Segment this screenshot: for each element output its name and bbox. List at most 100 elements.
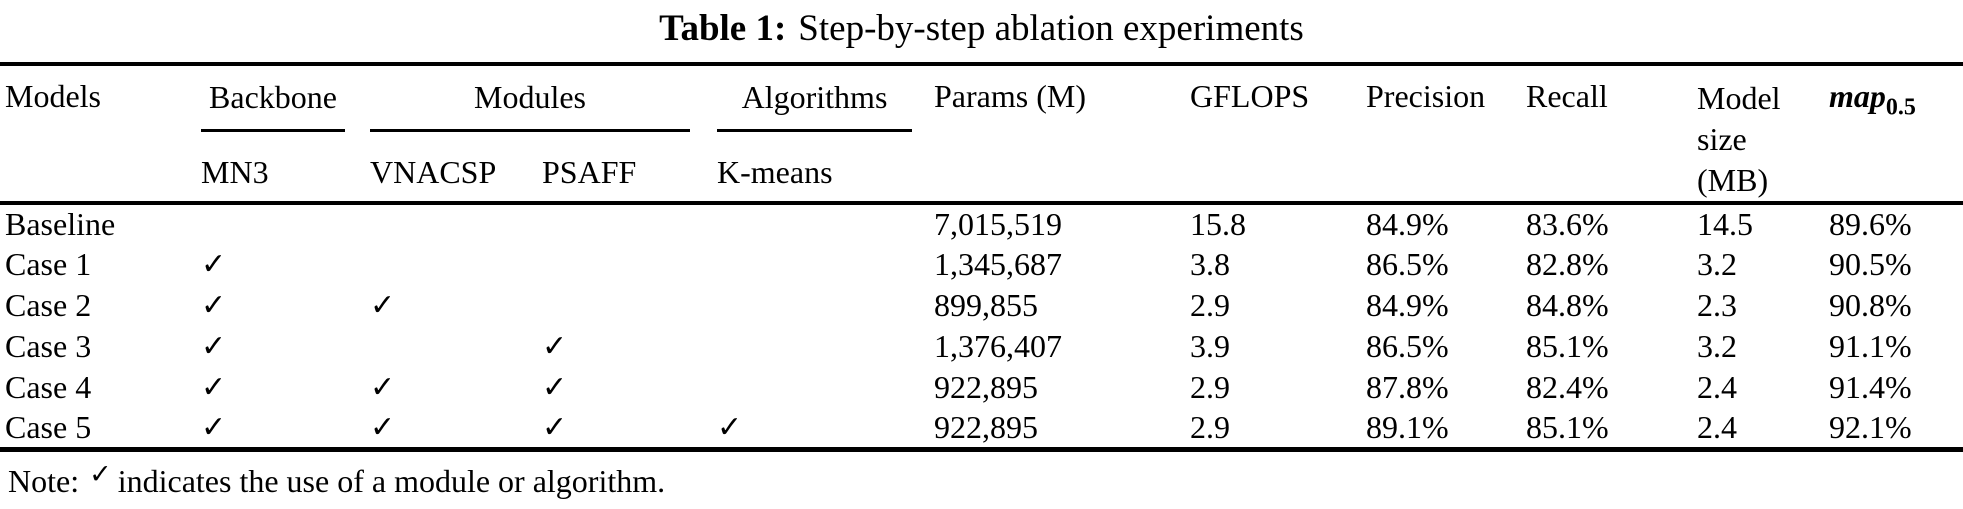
cell-model-size: 14.5 <box>1697 206 1753 242</box>
header-group-backbone-label: Backbone <box>201 78 345 132</box>
header-gflops: GFLOPS <box>1190 78 1310 114</box>
cell-model: Case 2 <box>5 287 92 323</box>
cell-check-kmeans <box>712 285 929 326</box>
cell-model: Case 1 <box>5 246 92 282</box>
cell-check-vnacsp: ✓ <box>370 370 396 405</box>
header-model-size: Model size (MB) <box>1692 64 1824 203</box>
cell-check-psaff: ✓ <box>542 409 568 445</box>
table-caption-text: Step-by-step ablation experiments <box>798 8 1304 49</box>
cell-check-mn3: ✓ <box>201 409 227 445</box>
header-group-backbone: Backbone <box>196 64 365 146</box>
header-mn3: MN3 <box>201 154 269 190</box>
cell-map05: 90.8% <box>1829 287 1912 323</box>
cell-params: 899,855 <box>934 287 1038 323</box>
cell-model: Case 5 <box>5 408 92 445</box>
checkmark-icon: ✓ <box>89 458 112 490</box>
table-row-case3: Case 3 ✓ ✓ 1,376,407 3.9 86.5% 85.1% 3.2… <box>0 326 1963 367</box>
cell-check-mn3: ✓ <box>201 370 227 405</box>
cell-check-mn3: ✓ <box>201 329 227 364</box>
cell-map05: 90.5% <box>1829 246 1912 282</box>
cell-params: 7,015,519 <box>934 206 1062 242</box>
table-body: Baseline 7,015,519 15.8 84.9% 83.6% 14.5… <box>0 203 1963 449</box>
cell-check-mn3: ✓ <box>201 247 227 282</box>
table-row-case1: Case 1 ✓ 1,345,687 3.8 86.5% 82.8% 3.2 9… <box>0 244 1963 285</box>
ablation-table: Models Backbone Modules Algorithms Param… <box>0 62 1963 452</box>
cell-recall: 83.6% <box>1526 206 1609 242</box>
table-footnote: Note: ✓ indicates the use of a module or a… <box>0 459 1963 500</box>
header-model-size-line3: (MB) <box>1697 162 1769 198</box>
cell-check-mn3: ✓ <box>201 288 227 323</box>
cell-gflops: 2.9 <box>1190 408 1230 445</box>
cell-precision: 86.5% <box>1366 246 1449 282</box>
cell-check-kmeans <box>712 244 929 285</box>
cell-gflops: 2.9 <box>1190 287 1230 323</box>
header-params: Params (M) <box>934 78 1086 114</box>
cell-check-psaff <box>537 285 712 326</box>
cell-precision: 89.1% <box>1366 408 1449 445</box>
cell-gflops: 2.9 <box>1190 369 1230 405</box>
cell-check-kmeans <box>712 367 929 408</box>
header-group-modules: Modules <box>365 64 712 146</box>
cell-model: Baseline <box>5 206 116 242</box>
cell-precision: 87.8% <box>1366 369 1449 405</box>
header-models: Models <box>5 78 101 114</box>
cell-check-psaff: ✓ <box>542 329 568 364</box>
cell-recall: 82.8% <box>1526 246 1609 282</box>
cell-model: Case 3 <box>5 328 92 364</box>
header-precision: Precision <box>1366 78 1486 114</box>
cell-check-mn3 <box>196 203 365 244</box>
cell-params: 1,376,407 <box>934 328 1062 364</box>
cell-precision: 84.9% <box>1366 287 1449 323</box>
table-caption-number: Table 1: <box>659 8 787 49</box>
header-kmeans: K-means <box>717 154 833 190</box>
cell-map05: 92.1% <box>1829 408 1912 445</box>
header-group-modules-label: Modules <box>370 78 690 132</box>
cell-params: 1,345,687 <box>934 246 1062 282</box>
header-map-word: map <box>1829 78 1886 114</box>
cell-gflops: 3.9 <box>1190 328 1230 364</box>
footnote-prefix: Note: <box>8 462 80 499</box>
header-model-size-line2: size <box>1697 121 1747 157</box>
cell-map05: 91.1% <box>1829 328 1912 364</box>
cell-check-vnacsp <box>365 326 537 367</box>
cell-recall: 84.8% <box>1526 287 1609 323</box>
cell-check-vnacsp: ✓ <box>370 288 396 323</box>
header-map-subscript: 0.5 <box>1885 94 1916 121</box>
table-caption: Table 1: Step-by-step ablation experiment… <box>0 0 1963 53</box>
header-map05: map0.5 <box>1824 64 1963 203</box>
cell-precision: 84.9% <box>1366 206 1449 242</box>
footnote-text: indicates the use of a module or algorit… <box>117 462 666 499</box>
table-row-case2: Case 2 ✓ ✓ 899,855 2.9 84.9% 84.8% 2.3 9… <box>0 285 1963 326</box>
table-row-case5: Case 5 ✓ ✓ ✓ ✓ 922,895 2.9 89.1% 85.1% 2… <box>0 408 1963 449</box>
header-psaff: PSAFF <box>542 154 637 190</box>
cell-model-size: 3.2 <box>1697 328 1737 364</box>
header-group-algorithms-label: Algorithms <box>717 78 912 132</box>
table-header: Models Backbone Modules Algorithms Param… <box>0 64 1963 203</box>
cell-recall: 85.1% <box>1526 408 1609 445</box>
cell-precision: 86.5% <box>1366 328 1449 364</box>
table-row-baseline: Baseline 7,015,519 15.8 84.9% 83.6% 14.5… <box>0 203 1963 244</box>
header-recall: Recall <box>1526 78 1608 114</box>
cell-check-kmeans <box>712 203 929 244</box>
cell-check-vnacsp <box>365 203 537 244</box>
cell-gflops: 3.8 <box>1190 246 1230 282</box>
cell-check-vnacsp: ✓ <box>370 409 396 445</box>
cell-recall: 85.1% <box>1526 328 1609 364</box>
cell-check-psaff: ✓ <box>542 370 568 405</box>
cell-params: 922,895 <box>934 369 1038 405</box>
cell-model-size: 3.2 <box>1697 246 1737 282</box>
cell-model: Case 4 <box>5 369 92 405</box>
cell-check-kmeans: ✓ <box>717 409 743 445</box>
cell-model-size: 2.4 <box>1697 369 1737 405</box>
cell-model-size: 2.3 <box>1697 287 1737 323</box>
cell-gflops: 15.8 <box>1190 206 1246 242</box>
cell-check-vnacsp <box>365 244 537 285</box>
header-group-algorithms: Algorithms <box>712 64 929 146</box>
cell-check-kmeans <box>712 326 929 367</box>
header-model-size-line1: Model <box>1697 80 1781 116</box>
cell-check-psaff <box>537 203 712 244</box>
cell-check-psaff <box>537 244 712 285</box>
cell-map05: 89.6% <box>1829 206 1912 242</box>
cell-model-size: 2.4 <box>1697 408 1737 445</box>
